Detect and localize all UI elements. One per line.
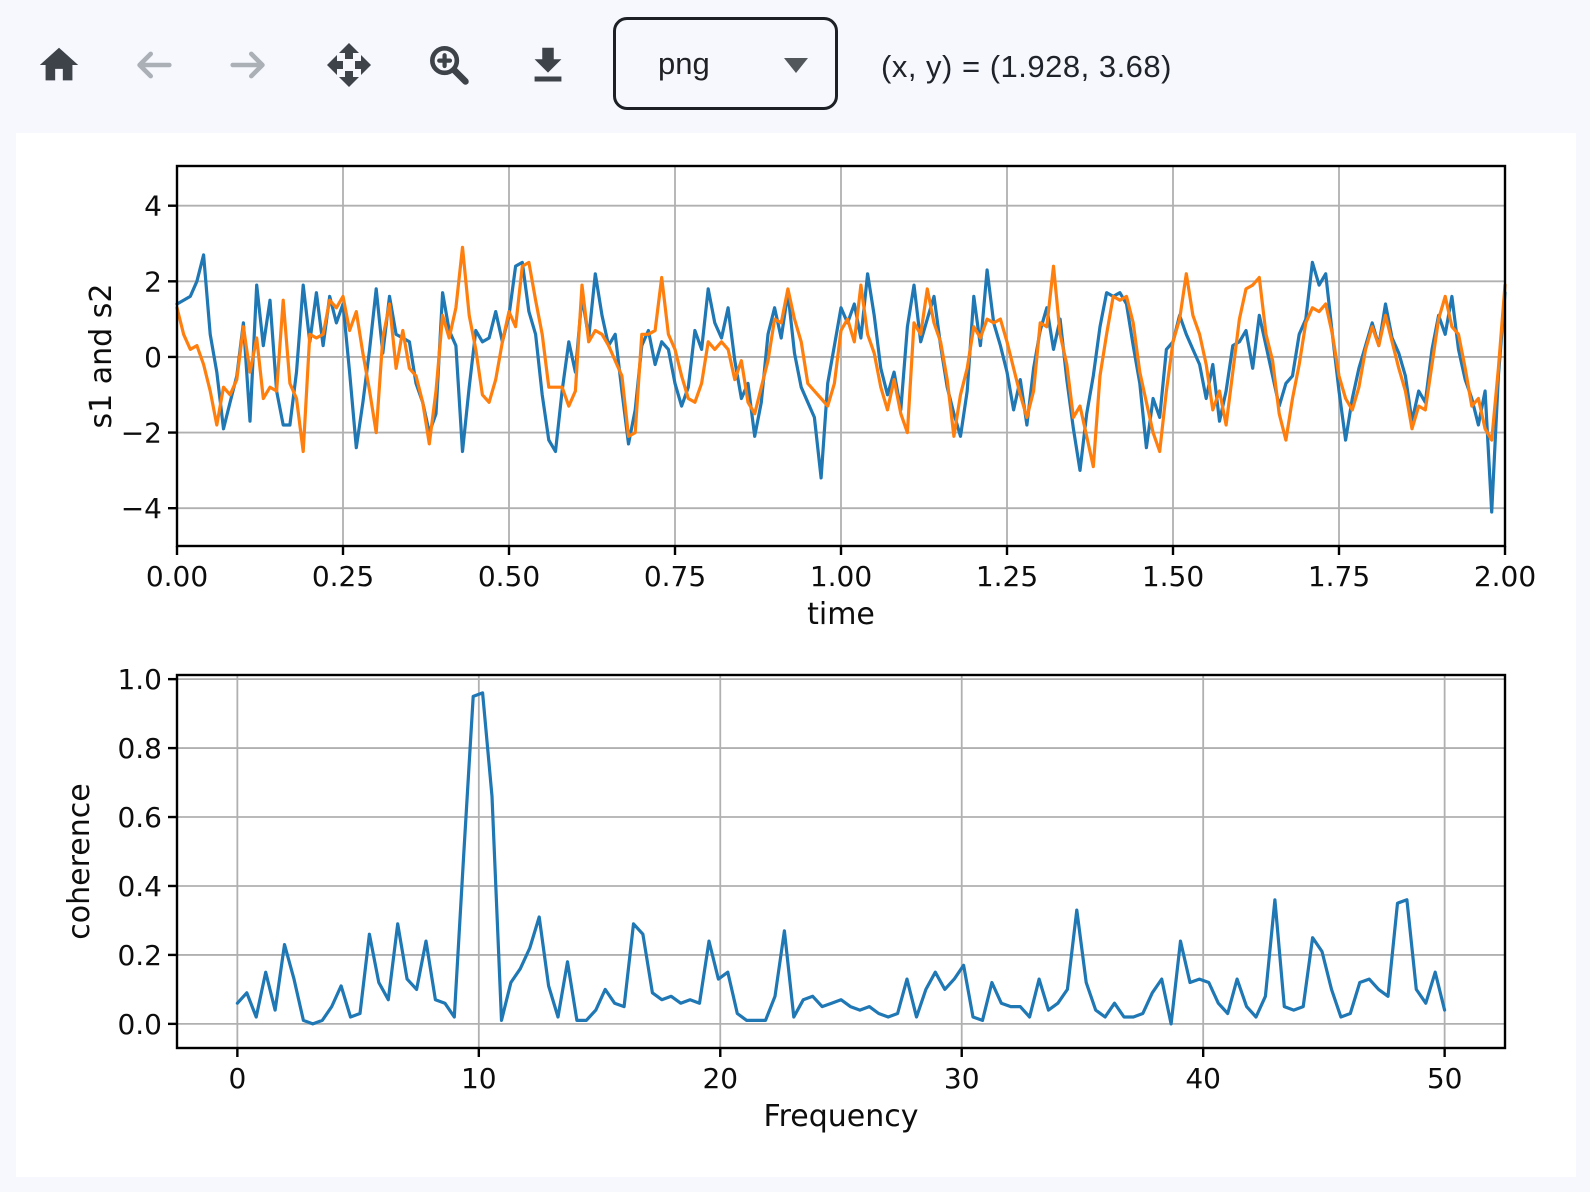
home-button[interactable] [35, 41, 83, 89]
arrow-left-icon [130, 42, 176, 88]
svg-text:1.0: 1.0 [117, 663, 162, 696]
svg-text:coherence: coherence [62, 783, 97, 939]
svg-text:1.50: 1.50 [1142, 560, 1204, 593]
forward-button[interactable] [225, 41, 273, 89]
svg-text:0: 0 [228, 1062, 246, 1095]
svg-text:0.2: 0.2 [117, 939, 162, 972]
home-icon [36, 42, 82, 88]
svg-text:0.8: 0.8 [117, 732, 162, 765]
svg-text:10: 10 [461, 1062, 497, 1095]
svg-text:0.00: 0.00 [146, 560, 208, 593]
format-select-value: png [658, 45, 710, 81]
format-select[interactable]: png [613, 17, 838, 110]
arrow-right-icon [226, 42, 272, 88]
svg-text:0.6: 0.6 [117, 801, 162, 834]
svg-text:Frequency: Frequency [764, 1099, 919, 1134]
chevron-down-icon [784, 57, 808, 73]
zoom-button[interactable] [425, 41, 473, 89]
download-button[interactable] [524, 41, 572, 89]
svg-text:1.75: 1.75 [1308, 560, 1370, 593]
svg-text:0.25: 0.25 [312, 560, 374, 593]
pan-arrows-icon [325, 41, 373, 89]
coherence-axes[interactable]: 0 10 20 30 40 50 0.0 0.2 0.4 0.6 0.8 1.0 Frequency co… [16, 633, 1576, 1177]
svg-text:−4: −4 [121, 492, 162, 525]
download-icon [525, 42, 571, 88]
svg-text:1.25: 1.25 [976, 560, 1038, 593]
svg-text:0.0: 0.0 [117, 1008, 162, 1041]
svg-text:time: time [807, 597, 875, 632]
svg-text:−2: −2 [121, 417, 162, 450]
pan-button[interactable] [325, 41, 373, 89]
svg-text:s1 and s2: s1 and s2 [84, 284, 119, 429]
zoom-plus-icon [426, 42, 472, 88]
back-button[interactable] [129, 41, 177, 89]
svg-text:4: 4 [144, 190, 162, 223]
svg-text:20: 20 [702, 1062, 738, 1095]
svg-text:0: 0 [144, 341, 162, 374]
svg-text:30: 30 [944, 1062, 980, 1095]
svg-text:0.4: 0.4 [117, 870, 162, 903]
signals-axes[interactable]: 0.00 0.25 0.50 0.75 1.00 1.25 1.50 1.75 2.00 −4 −2… [16, 133, 1576, 633]
svg-text:2: 2 [144, 265, 162, 298]
svg-text:1.00: 1.00 [810, 560, 872, 593]
plot-toolbar: png (x, y) = (1.928, 3.68) [0, 0, 1590, 133]
svg-text:40: 40 [1185, 1062, 1221, 1095]
svg-text:50: 50 [1427, 1062, 1463, 1095]
svg-text:0.75: 0.75 [644, 560, 706, 593]
figure-canvas[interactable]: 0.00 0.25 0.50 0.75 1.00 1.25 1.50 1.75 2.00 −4 −2… [16, 133, 1576, 1177]
svg-text:0.50: 0.50 [478, 560, 540, 593]
svg-text:2.00: 2.00 [1474, 560, 1536, 593]
cursor-coordinates-readout: (x, y) = (1.928, 3.68) [881, 48, 1172, 84]
